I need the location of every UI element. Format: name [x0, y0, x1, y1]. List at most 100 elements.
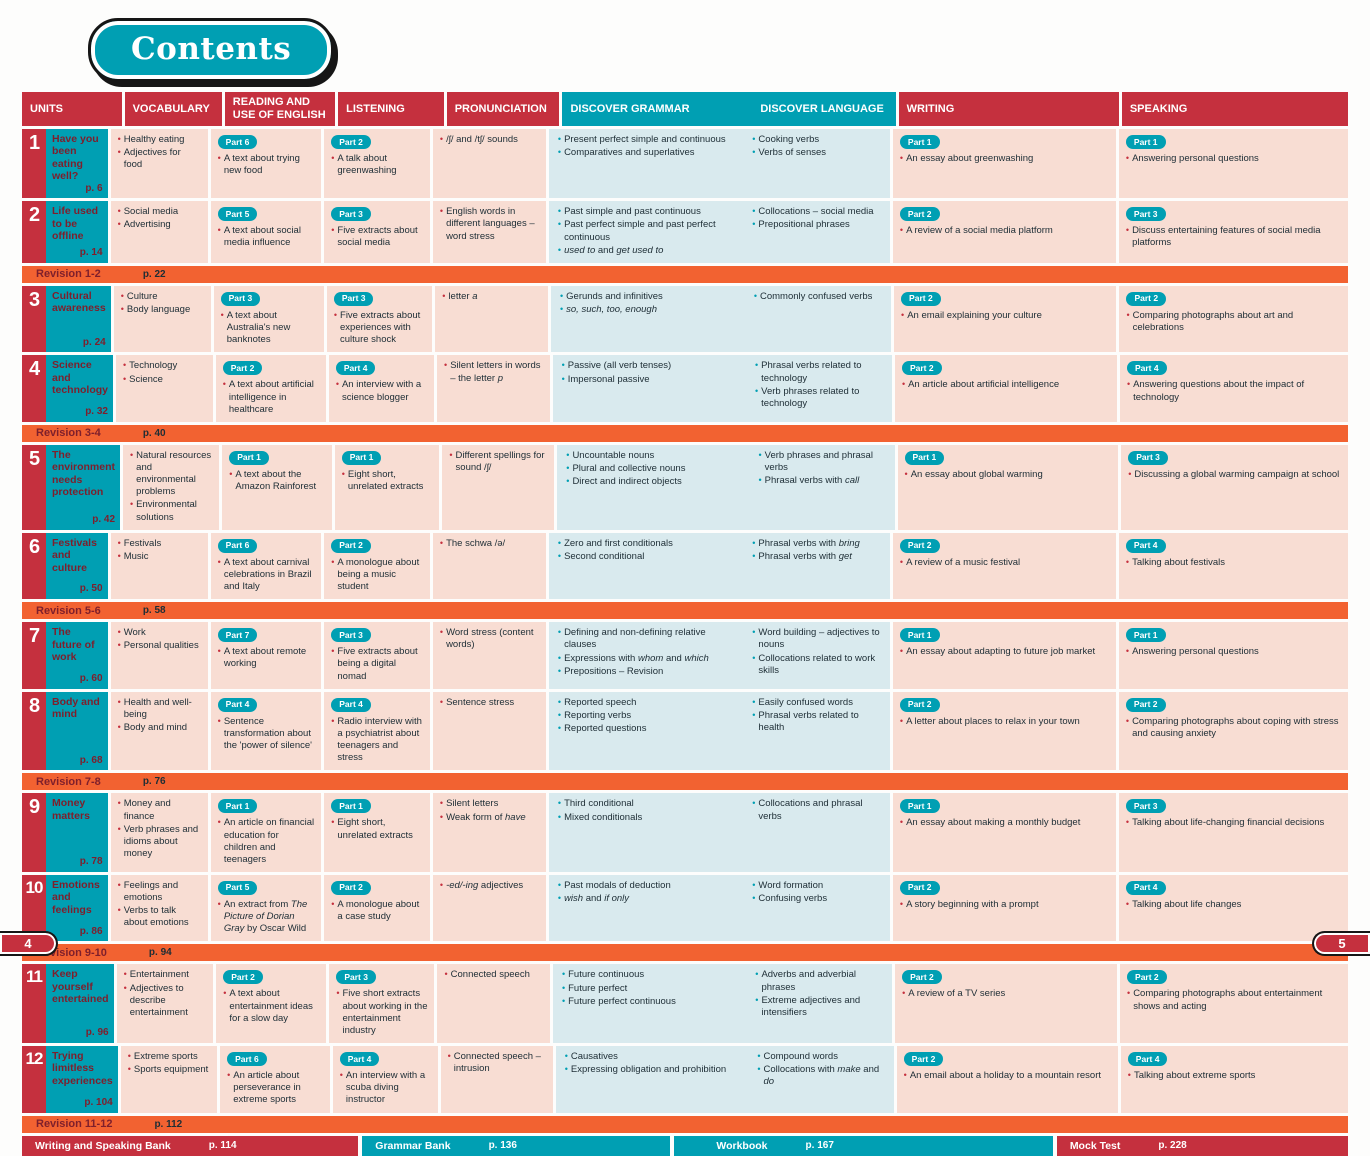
list-item-text: Talking about festivals [1132, 556, 1226, 568]
bullet-icon: • [899, 225, 904, 236]
discover-cell: • Uncountable nouns • Plural and collective… [557, 444, 895, 530]
discover-grammar-cell: • Future continuous • Future perfect • Future… [553, 964, 746, 1043]
bank-page: p. 114 [208, 1140, 237, 1152]
revision-row: Revision 11-12 p. 112 [22, 1115, 1348, 1133]
bullet-icon: • [117, 550, 121, 561]
list-item-text: A monologue about being a music student [337, 556, 420, 593]
unit-page: p. 78 [79, 856, 103, 868]
pronunciation-list: • The schwa /ə/ [440, 538, 539, 550]
unit-number: 8 [22, 691, 46, 771]
part-badge: Part 2 [1127, 970, 1167, 985]
list-item-text: Entertainment [129, 969, 189, 981]
list-item-text: Extreme adjectives and intensifiers [761, 994, 861, 1018]
list-item-text: A text about entertainment ideas for a s… [229, 988, 313, 1024]
bullet-icon: • [1126, 379, 1131, 390]
reading-cell: Part 1 • A text about the Amazon Rainfores… [222, 444, 332, 530]
speaking-cell: Part 1 • Answering personal questions [1118, 622, 1349, 689]
list-item: • Health and well-being [118, 697, 201, 721]
list-item: • Present perfect simple and continuous [558, 134, 736, 146]
language-list: • Word formation • Confusing verbs [752, 880, 883, 905]
unit-title: Life used to be offline [52, 205, 99, 243]
list-item: • An interview with a scuba diving instru… [340, 1070, 431, 1106]
list-item: • Plural and collective nouns [566, 463, 742, 475]
list-item: • Work [118, 627, 201, 639]
bullet-icon: • [123, 969, 127, 980]
listening-cell-list: • Five extracts about social media [331, 225, 423, 249]
list-item: • An interview with a science blogger [336, 379, 427, 403]
discover-language-cell: • Easily confused words • Phrasal verbs rel… [743, 692, 890, 771]
unit-number: 1 [22, 129, 46, 199]
list-item-text: Prepositional phrases [758, 219, 850, 231]
grammar-list: • Gerunds and infinitives • so, such, too, … [560, 291, 738, 316]
revision-label: Revision 1-2 [36, 268, 101, 281]
list-item-text: Five extracts about experiences with cul… [340, 309, 421, 346]
list-item-text: Technology [129, 360, 178, 372]
list-item: • Verb phrases and phrasal verbs [759, 450, 888, 474]
list-item: • An article on financial education for c… [218, 817, 315, 866]
list-item: • Answering questions about the impact of… [1127, 379, 1341, 403]
bullet-icon: • [123, 373, 127, 384]
bullet-icon: • [757, 1051, 761, 1062]
writing-cell: Part 2 • An email explaining your culture [894, 285, 1117, 353]
list-item-text: Phrasal verbs with bring [758, 537, 860, 549]
bullet-icon: • [449, 449, 453, 460]
bullet-icon: • [752, 537, 756, 548]
list-item: • Third conditional [558, 798, 736, 810]
bullet-icon: • [557, 206, 562, 217]
speaking-cell: Part 4 • Talking about extreme sports [1120, 1046, 1348, 1113]
list-item: •/ʃ/ and /tʃ/ sounds [440, 134, 539, 146]
list-item: • An email about a holiday to a mountain … [904, 1070, 1101, 1082]
part-badge: Part 2 [223, 970, 263, 985]
list-item-text: Confusing verbs [758, 893, 828, 905]
writing-cell: Part 2 • A review of a TV series [895, 964, 1118, 1044]
language-list: • Easily confused words • Phrasal verbs rel… [752, 697, 883, 734]
reading-cell-list: • A text about carnival celebrations in B… [218, 557, 315, 593]
unit-title-box: Body and mind p. 68 [46, 691, 108, 771]
list-item-text: Music [123, 550, 149, 562]
list-item: • English words in different languages – … [440, 206, 539, 242]
list-item-text: Connected speech – intrusion [453, 1051, 541, 1075]
listening-cell: Part 2 • A talk about greenwashing [324, 129, 430, 199]
part-badge: Part 1 [904, 450, 945, 465]
list-item: • Compound words [757, 1051, 886, 1063]
list-item-text: Sports equipment [133, 1064, 209, 1076]
list-item: • Direct and indirect objects [566, 476, 742, 488]
list-item-text: A review of a music festival [906, 556, 1021, 568]
bullet-icon: • [117, 879, 121, 890]
discover-cell: • Future continuous • Future perfect • Future… [552, 964, 893, 1044]
list-item-text: Weak form of have [446, 811, 526, 823]
bullet-icon: • [557, 893, 562, 904]
part-badge: Part 2 [899, 880, 940, 895]
list-item: • Comparing photographs about coping with… [1126, 716, 1341, 740]
vocabulary-cell: • Feelings and emotions • Verbs to talk abo… [110, 874, 208, 942]
unit-cell: 7 The future of work p. 60 [22, 622, 108, 689]
bullet-icon: • [755, 385, 759, 396]
list-item: • Comparatives and superlatives [558, 147, 736, 159]
vocabulary-list: • Entertainment • Adjectives to describe en… [124, 969, 207, 1019]
bullet-icon: • [899, 153, 904, 163]
unit-title: Festivals and culture [52, 536, 97, 574]
list-item: • A text about entertainment ideas for a … [223, 988, 319, 1024]
header-writing: WRITING [898, 92, 1119, 126]
list-item: • Talking about life changes [1126, 899, 1241, 911]
discover-cell: • Causatives • Expressing obligation and pr… [555, 1046, 894, 1113]
pronunciation-cell: • Connected speech – intrusion [440, 1046, 553, 1113]
bullet-icon: • [439, 798, 444, 809]
list-item: • Phrasal verbs related to technology [755, 360, 885, 384]
bullet-icon: • [331, 715, 335, 726]
pronunciation-cell: • Different spellings for sound /ʃ/ [442, 444, 555, 530]
pronunciation-cell: • Silent letters • Weak form of have [432, 793, 546, 872]
part-badge: Part 1 [341, 450, 382, 465]
part-badge: Part 2 [331, 538, 371, 553]
unit-cell: 4 Science and technology p. 32 [22, 355, 113, 422]
writing-cell-list: • A review of a music festival [900, 557, 1020, 569]
list-item-text: A text about Australia's new banknotes [226, 309, 291, 346]
list-item: • Defining and non-defining relative clau… [558, 627, 736, 651]
bullet-icon: • [217, 153, 221, 163]
bullet-icon: • [561, 969, 566, 980]
listening-cell-list: • Five extracts about being a digital nom… [331, 646, 423, 682]
revision-page: p. 22 [142, 268, 166, 280]
reading-cell-list: • A text about the Amazon Rainforest [229, 469, 325, 493]
bullet-icon: • [444, 969, 448, 980]
unit-row: 6 Festivals and culture p. 50 • Festivals • Mu… [22, 532, 1349, 600]
